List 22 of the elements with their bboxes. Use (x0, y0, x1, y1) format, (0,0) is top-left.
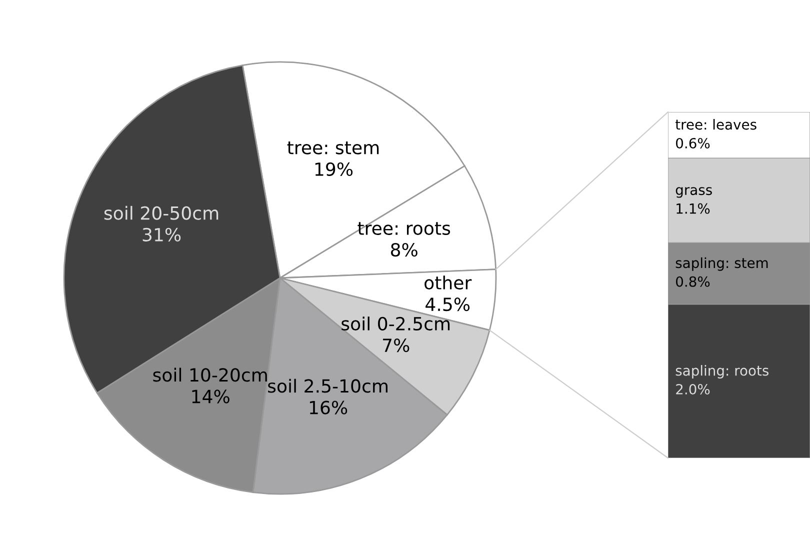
data-label: 1.1% (676, 203, 710, 214)
data-label: 14% (192, 390, 230, 404)
slice-label: soil 2.5-10cm (268, 378, 388, 393)
series-label: sapling: stem (676, 257, 768, 271)
series-label: grass (676, 187, 712, 198)
series-label: sapling: roots (676, 365, 768, 378)
data-label: 31% (142, 228, 181, 242)
data-label: 16% (310, 400, 348, 414)
slice-label: soil 20-50cm (104, 206, 218, 220)
data-label: 8% (390, 242, 418, 257)
data-label: 0.6% (676, 138, 710, 148)
slice-label: other (424, 276, 472, 290)
series-label: tree: leaves (675, 118, 756, 130)
data-label: 4.5% (426, 297, 470, 312)
slice-label: tree: roots (358, 222, 450, 236)
slice-label: soil 10-20cm (153, 368, 267, 382)
slice-label: tree: stem (287, 141, 379, 154)
data-label: 0.8% (676, 276, 710, 287)
slice-label: soil 0-2.5cm (342, 316, 450, 331)
data-label: 7% (383, 338, 410, 352)
data-label: 2.0% (676, 384, 710, 394)
data-label: 19% (315, 162, 353, 176)
